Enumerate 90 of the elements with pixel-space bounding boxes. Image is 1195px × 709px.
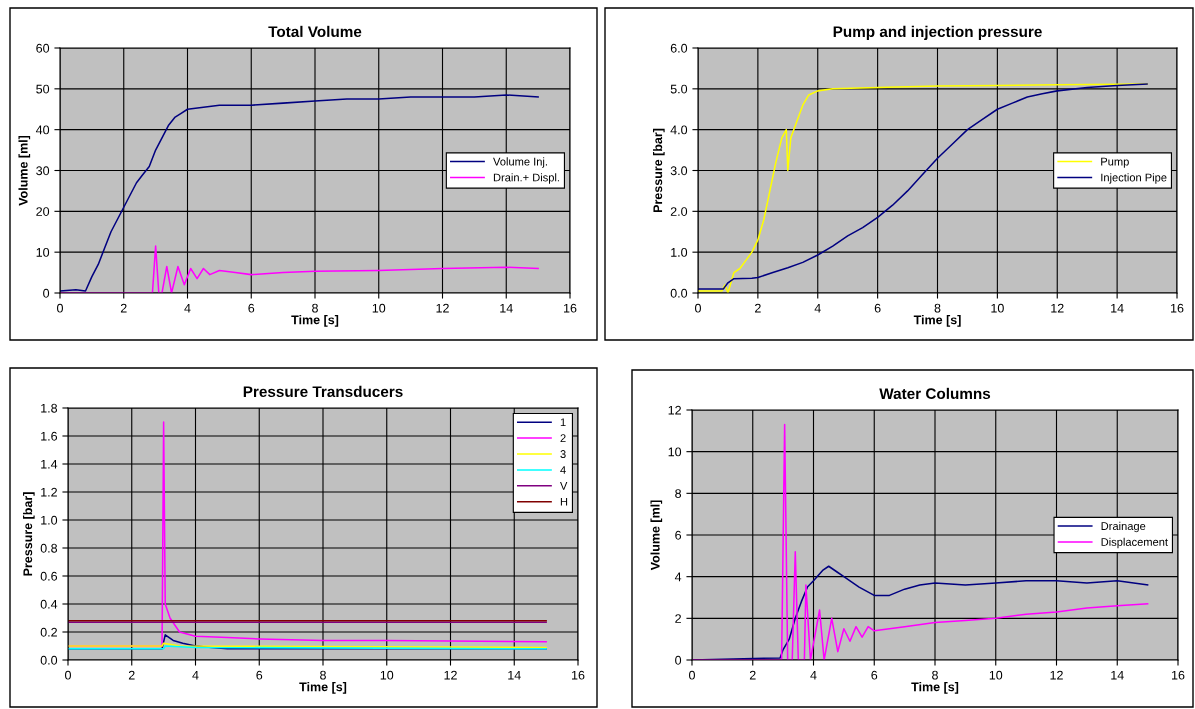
chart-title: Pump and injection pressure: [833, 25, 1042, 41]
y-tick-label: 10: [36, 247, 50, 257]
y-tick-label: 1.4: [41, 459, 58, 469]
x-tick-label: 4: [184, 303, 191, 313]
y-tick-label: 0: [43, 288, 50, 298]
x-tick-label: 8: [934, 303, 941, 313]
y-axis-title: Pressure [bar]: [23, 492, 35, 576]
y-tick-label: 0.6: [40, 571, 58, 581]
x-tick-label: 14: [1111, 670, 1124, 680]
x-tick-label: 10: [380, 670, 394, 680]
x-tick-label: 12: [1050, 670, 1063, 680]
y-tick-label: 12: [668, 405, 681, 415]
x-tick-label: 2: [755, 303, 761, 313]
x-tick-label: 14: [1111, 303, 1124, 313]
x-axis-title: Time [s]: [913, 315, 961, 327]
legend-label: Volume Inj.: [493, 157, 547, 168]
x-tick-label: 6: [874, 303, 881, 313]
y-tick-label: 0.2: [40, 627, 57, 637]
y-tick-label: 0: [675, 655, 682, 665]
y-tick-label: 5.0: [670, 84, 688, 94]
x-tick-label: 6: [248, 303, 255, 313]
x-axis-title: Time [s]: [911, 682, 959, 694]
y-tick-label: 2: [675, 614, 681, 623]
x-tick-label: 16: [572, 670, 585, 680]
y-tick-label: 20: [36, 207, 50, 216]
y-tick-label: 1.0: [671, 247, 688, 257]
x-tick-label: 8: [320, 670, 326, 680]
legend-label: Injection Pipe: [1101, 173, 1167, 184]
y-tick-label: 3.0: [670, 166, 688, 176]
x-tick-label: 6: [871, 670, 878, 680]
x-tick-label: 8: [312, 303, 318, 313]
y-axis-title: Pressure [bar]: [653, 128, 665, 213]
y-tick-label: 2.0: [670, 207, 688, 216]
x-tick-label: 16: [1171, 303, 1184, 313]
legend-label: H: [560, 497, 568, 506]
chart-title: Total Volume: [268, 25, 362, 38]
y-tick-label: 0.8: [40, 543, 58, 553]
y-tick-label: 0.0: [670, 288, 688, 298]
x-tick-label: 4: [810, 670, 817, 680]
legend-label: 1: [560, 418, 566, 427]
legend-label: Drainage: [1101, 521, 1146, 533]
x-tick-label: 6: [256, 670, 263, 680]
x-tick-label: 10: [989, 670, 1003, 680]
legend-label: 2: [560, 434, 566, 442]
legend-label: V: [560, 482, 568, 490]
y-tick-label: 10: [668, 447, 682, 457]
legend-label: Pump: [1101, 157, 1129, 168]
x-axis-title: Time [s]: [299, 682, 347, 694]
y-tick-label: 60: [36, 43, 50, 53]
y-tick-label: 8: [675, 489, 682, 498]
x-tick-label: 12: [444, 670, 457, 680]
x-tick-label: 10: [372, 303, 386, 313]
x-tick-label: 2: [120, 303, 127, 313]
y-tick-label: 1.6: [41, 431, 58, 441]
legend-label: Displacement: [1101, 537, 1168, 549]
y-tick-label: 4: [674, 572, 682, 582]
y-tick-label: 50: [36, 84, 50, 94]
y-axis-title: Volume [ml]: [18, 135, 31, 206]
x-tick-label: 2: [749, 670, 756, 680]
y-tick-label: 40: [35, 125, 50, 135]
y-tick-label: 1.0: [41, 515, 58, 525]
x-tick-label: 10: [991, 303, 1004, 313]
x-tick-label: 14: [500, 303, 513, 313]
chart-title: Water Columns: [879, 387, 991, 400]
y-tick-label: 6: [675, 530, 682, 540]
y-tick-label: 1.8: [41, 403, 58, 413]
x-tick-label: 0: [689, 670, 695, 680]
x-tick-label: 0: [65, 670, 71, 680]
y-tick-label: 6.0: [670, 43, 688, 53]
x-tick-label: 16: [564, 303, 577, 313]
x-tick-label: 12: [436, 303, 449, 313]
x-tick-label: 12: [1051, 303, 1064, 313]
x-tick-label: 2: [128, 670, 135, 680]
chart-title: Pressure Transducers: [243, 385, 403, 398]
legend-label: 4: [560, 466, 566, 474]
legend-label: 3: [560, 450, 566, 458]
x-tick-label: 4: [814, 303, 821, 313]
y-tick-label: 30: [36, 166, 50, 176]
x-tick-label: 4: [192, 670, 199, 680]
x-tick-label: 0: [695, 303, 701, 313]
legend-label: Drain.+ Displ.: [493, 173, 559, 184]
y-tick-label: 4.0: [670, 125, 688, 135]
x-tick-label: 16: [1172, 670, 1185, 680]
x-tick-label: 8: [932, 670, 938, 680]
x-axis-title: Time [s]: [291, 315, 339, 327]
y-tick-label: 0.0: [40, 655, 58, 665]
y-tick-label: 1.2: [41, 487, 57, 497]
x-tick-label: 14: [508, 670, 521, 680]
y-tick-label: 0.4: [40, 599, 58, 609]
y-axis-title: Volume [ml]: [650, 500, 663, 571]
